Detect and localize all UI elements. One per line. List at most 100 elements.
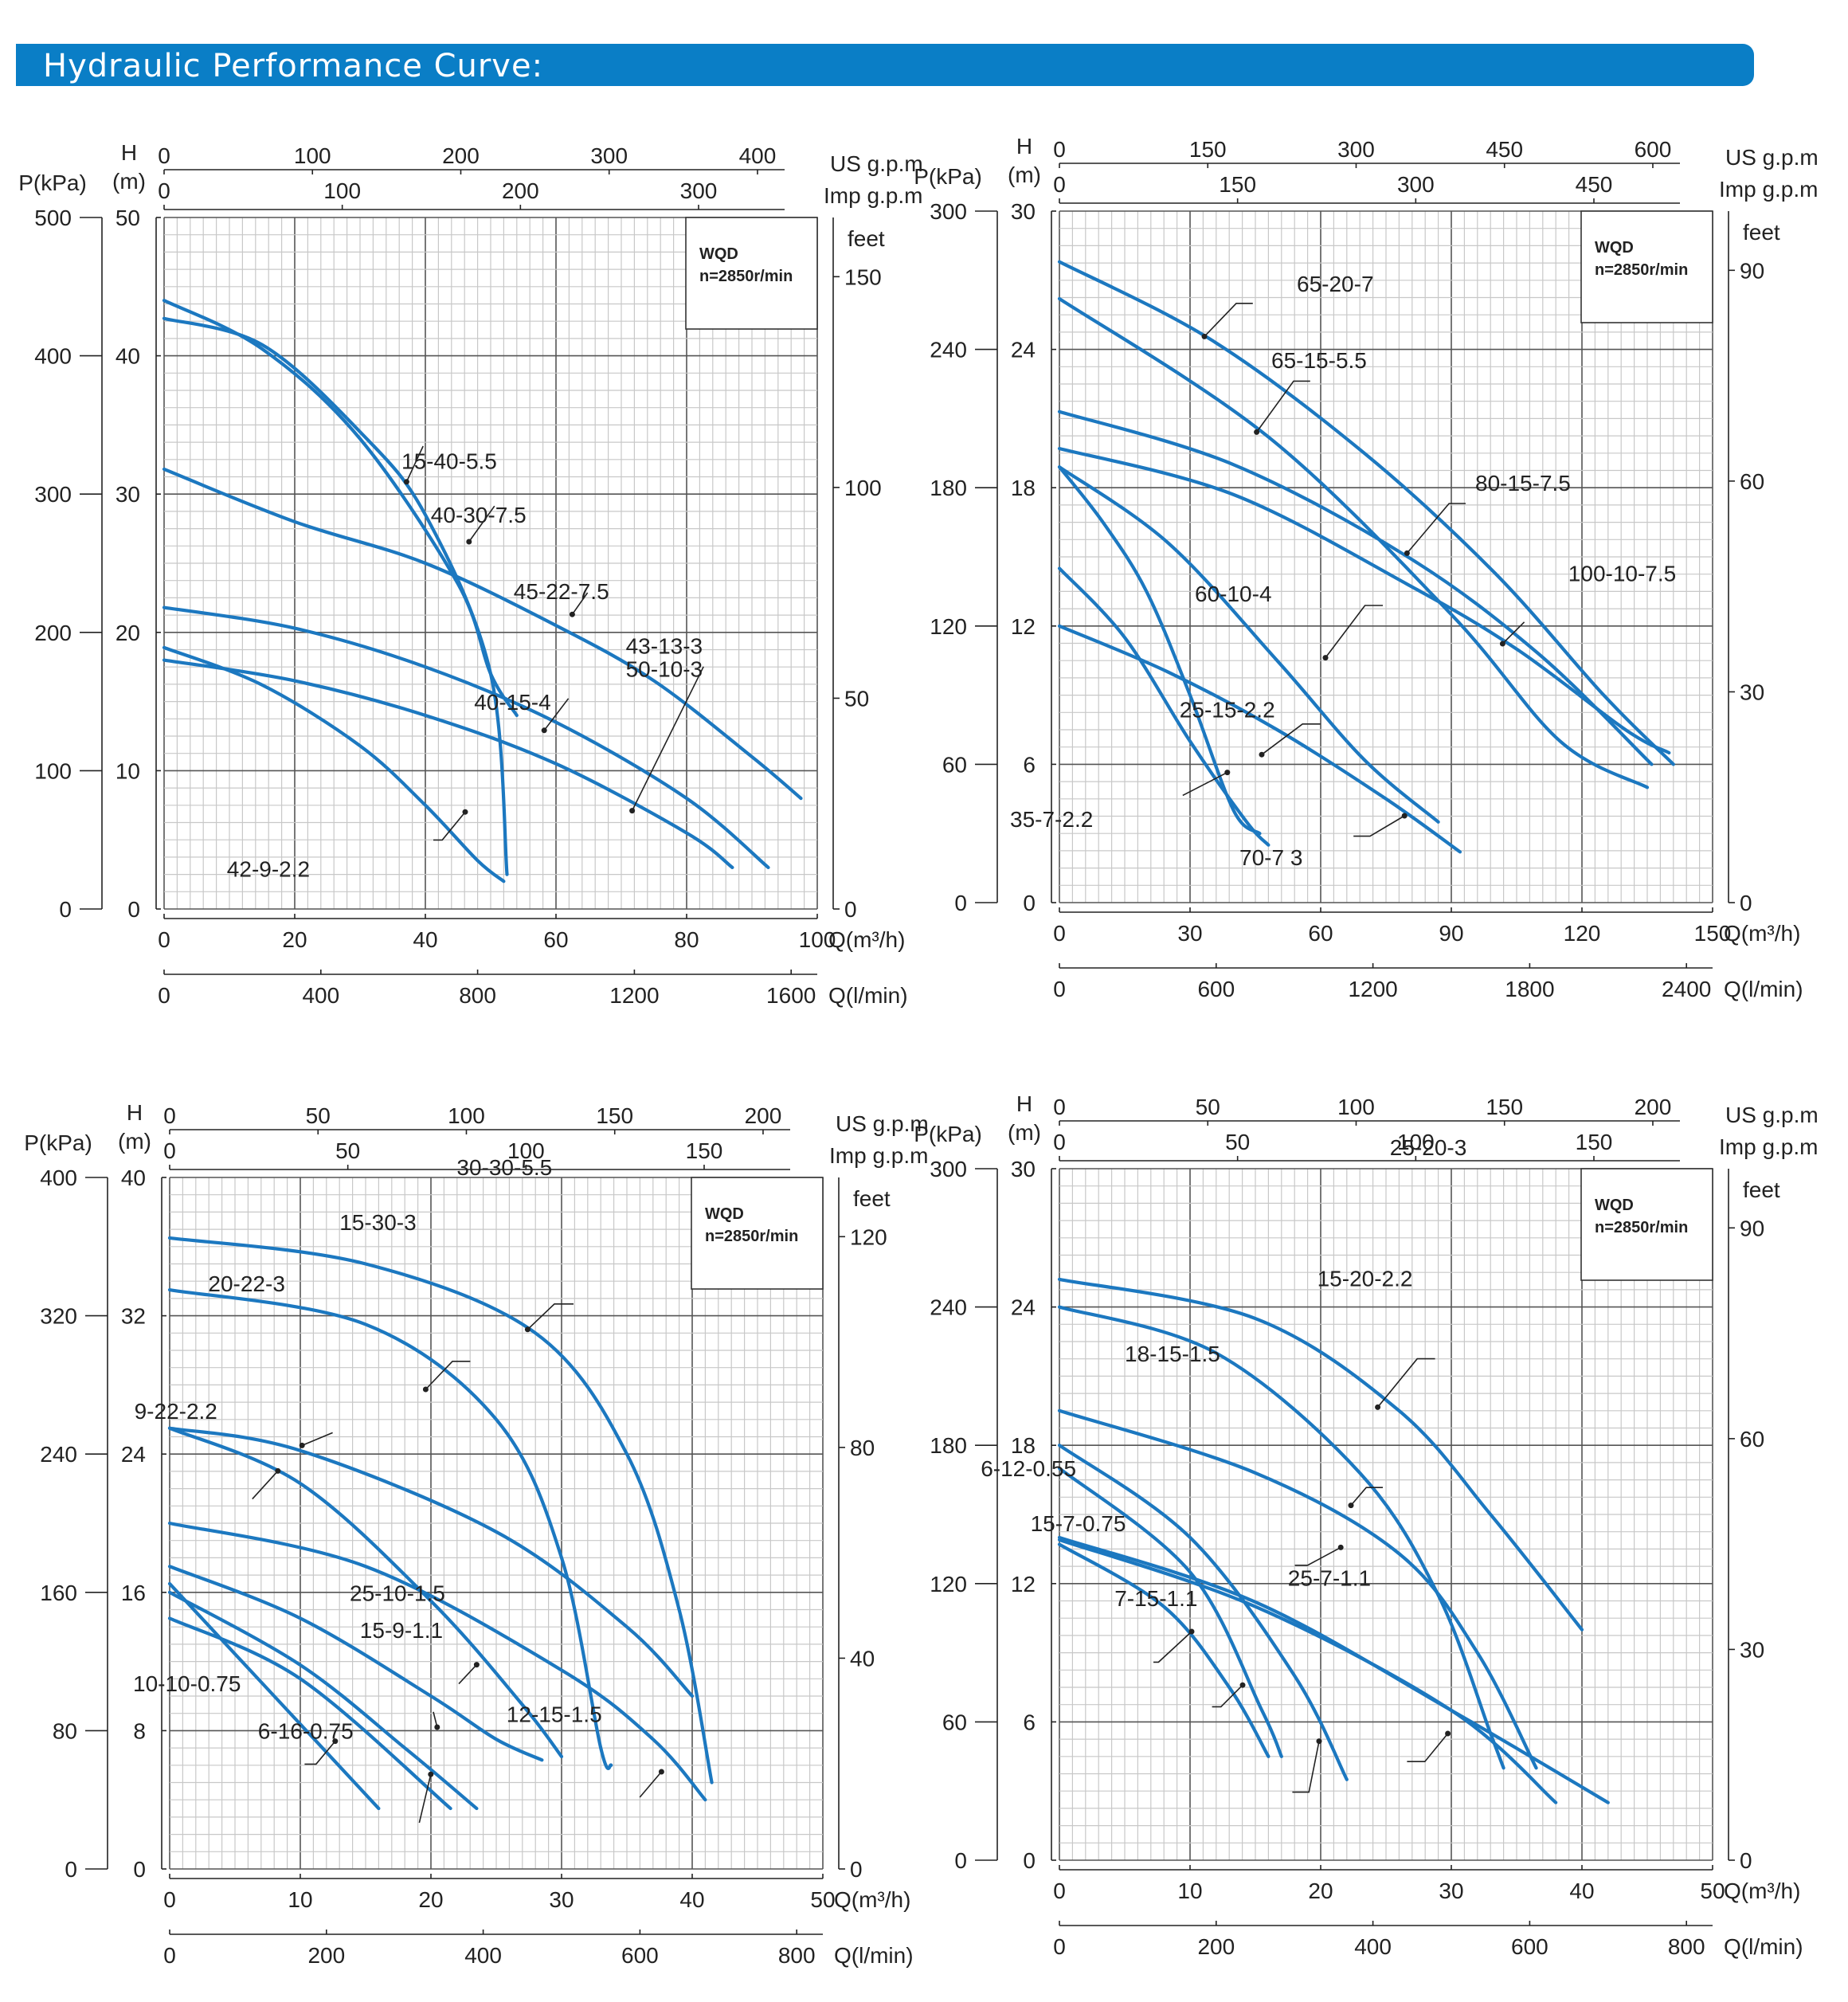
curve-label: 30-30-5.5 (456, 1155, 552, 1180)
feet-tick-label: 0 (1740, 1848, 1752, 1873)
feet-tick-label: 60 (1740, 1427, 1764, 1452)
lmin-axis-label: Q(l/min) (1724, 1934, 1803, 1959)
h-tick-label: 0 (1023, 891, 1036, 915)
feet-tick-label: 80 (850, 1436, 875, 1460)
leader-line (1153, 1631, 1192, 1663)
imp-gpm-label: Imp g.p.m (1719, 1134, 1818, 1159)
lmin-tick-label: 1200 (609, 983, 659, 1008)
pump-model-label: WQD (705, 1205, 744, 1223)
h-tick-label: 18 (1011, 476, 1036, 500)
p-tick-label: 60 (942, 752, 967, 777)
us-gpm-tick-label: 100 (294, 143, 331, 168)
curve-12-15-1.5 (167, 1521, 707, 1802)
feet-tick-label: 50 (844, 686, 869, 711)
curve-15-30-3 (167, 1287, 613, 1770)
leader-line (1325, 605, 1383, 659)
curve-10-10-0.75 (167, 1581, 381, 1811)
leader-line (468, 505, 495, 543)
leader-line (1204, 303, 1253, 337)
curve-label: 80-15-7.5 (1475, 471, 1571, 496)
imp-gpm-tick-label: 300 (1397, 172, 1435, 197)
feet-tick-label: 120 (850, 1224, 887, 1249)
curve-label: 25-10-1.5 (350, 1581, 445, 1606)
lmin-tick-label: 400 (1354, 1934, 1392, 1959)
p-tick-label: 500 (34, 206, 72, 230)
curve-40-30-7.5 (162, 299, 519, 718)
x-tick-label: 40 (413, 927, 437, 952)
h-unit-label: (m) (118, 1129, 151, 1154)
p-tick-label: 320 (40, 1304, 77, 1329)
lmin-tick-label: 0 (1053, 1934, 1066, 1959)
leader-line (631, 666, 704, 811)
curve-15-9-1.1 (167, 1590, 479, 1811)
curve-label: 43-13-3 (626, 634, 703, 659)
leader-dot (1254, 429, 1260, 435)
p-tick-label: 400 (40, 1166, 77, 1190)
feet-tick-label: 0 (850, 1857, 863, 1882)
curve-6-12-0.55 (1057, 1542, 1270, 1758)
h-axis-label: H (1016, 1091, 1032, 1116)
curve-35-7-2.2 (1057, 465, 1262, 836)
leader-dot (422, 1386, 429, 1393)
p-tick-label: 300 (34, 482, 72, 507)
leader-dot (299, 1442, 305, 1448)
h-unit-label: (m) (1008, 163, 1041, 187)
leader-line (1502, 621, 1525, 644)
leader-line (1261, 723, 1321, 755)
speed-label: n=2850r/min (699, 268, 793, 285)
leader-line (571, 592, 589, 615)
p-tick-label: 160 (40, 1581, 77, 1605)
leader-dot (466, 539, 472, 545)
leader-dot (403, 479, 409, 485)
imp-gpm-tick-label: 0 (1053, 1130, 1066, 1154)
h-tick-label: 0 (1023, 1848, 1036, 1873)
h-tick-label: 8 (133, 1718, 146, 1743)
p-tick-label: 300 (930, 199, 967, 224)
leader-dot (1239, 1682, 1246, 1688)
curve-label: 7-15-1.1 (1114, 1586, 1197, 1611)
curve-label: 40-15-4 (474, 690, 551, 715)
speed-label: n=2850r/min (1595, 1219, 1688, 1236)
us-gpm-tick-label: 200 (1635, 1095, 1672, 1119)
q-axis-label: Q(m³/h) (1724, 921, 1800, 946)
curve-50-10-3 (162, 658, 734, 870)
leader-line (252, 1470, 279, 1500)
x-tick-label: 30 (1439, 1879, 1463, 1903)
imp-gpm-label: Imp g.p.m (1719, 177, 1818, 202)
lmin-tick-label: 2400 (1662, 977, 1711, 1001)
leader-line (1292, 1741, 1320, 1793)
curve-15-20-2.2 (1057, 1305, 1505, 1770)
lmin-tick-label: 400 (464, 1943, 502, 1968)
curve-label: 42-9-2.2 (227, 857, 310, 882)
curve-80-15-7.5 (1057, 409, 1654, 766)
lmin-tick-label: 600 (1197, 977, 1235, 1001)
x-tick-label: 60 (1308, 921, 1333, 946)
x-tick-label: 50 (810, 1887, 835, 1912)
h-tick-label: 12 (1011, 1572, 1036, 1597)
curve-label: 25-7-1.1 (1288, 1566, 1371, 1591)
h-tick-label: 40 (121, 1166, 146, 1190)
q-axis-label: Q(m³/h) (828, 927, 905, 952)
leader-dot (658, 1769, 664, 1775)
x-tick-label: 0 (163, 1887, 176, 1912)
lmin-axis-label: Q(l/min) (834, 1943, 914, 1968)
p-tick-label: 300 (930, 1157, 967, 1181)
curve-15-40-5.5 (162, 316, 509, 876)
p-tick-label: 200 (34, 621, 72, 645)
curve-18-15-1.5 (1057, 1408, 1538, 1770)
p-tick-label: 100 (34, 758, 72, 783)
leader-dot (1316, 1738, 1322, 1745)
leader-dot (524, 1326, 531, 1333)
x-tick-label: 100 (799, 927, 836, 952)
us-gpm-tick-label: 300 (1337, 137, 1375, 162)
curve-label: 15-20-2.2 (1317, 1267, 1413, 1291)
us-gpm-tick-label: 100 (448, 1103, 485, 1128)
lmin-tick-label: 1600 (766, 983, 816, 1008)
p-tick-label: 240 (40, 1442, 77, 1467)
p-tick-label: 180 (930, 1433, 967, 1458)
lmin-tick-label: 400 (302, 983, 339, 1008)
imp-gpm-label: Imp g.p.m (824, 183, 922, 208)
imp-gpm-tick-label: 150 (1576, 1130, 1613, 1154)
us-gpm-tick-label: 100 (1337, 1095, 1375, 1119)
